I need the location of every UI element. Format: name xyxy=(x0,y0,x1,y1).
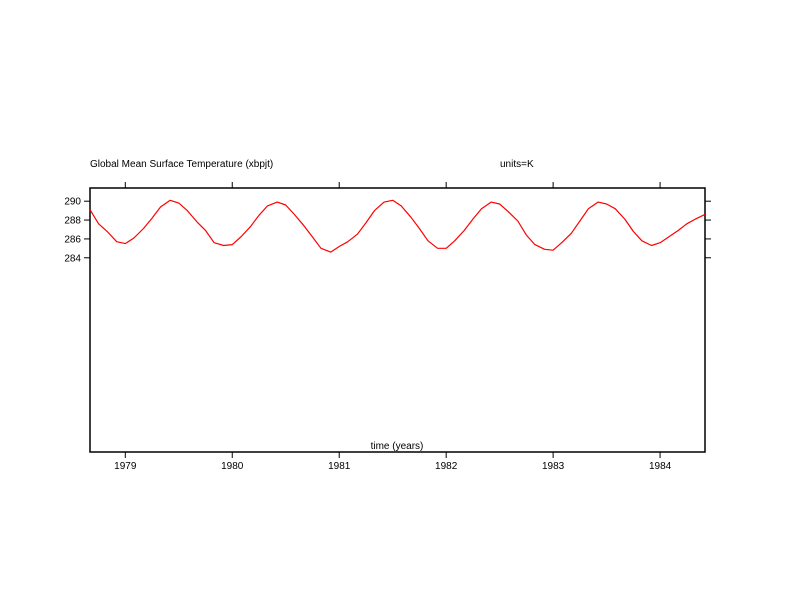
temperature-series-line xyxy=(89,199,706,253)
y-tick-label: 284 xyxy=(64,253,81,264)
y-tick-label: 290 xyxy=(64,197,81,208)
units-label: units=K xyxy=(500,159,534,170)
y-axis-ticks: 284 286 288 290 xyxy=(64,197,711,264)
y-tick-label: 288 xyxy=(64,216,81,227)
x-axis-label: time (years) xyxy=(371,441,424,452)
y-tick-label: 286 xyxy=(64,234,81,245)
chart-title: Global Mean Surface Temperature (xbpjt) xyxy=(90,159,273,170)
x-tick-label: 1982 xyxy=(435,461,458,472)
x-axis-ticks: 1979 1980 1981 1982 1983 1984 xyxy=(114,182,672,472)
x-tick-label: 1984 xyxy=(649,461,672,472)
x-tick-label: 1981 xyxy=(328,461,351,472)
plot-frame xyxy=(89,187,706,453)
x-tick-label: 1979 xyxy=(114,461,137,472)
x-tick-label: 1980 xyxy=(221,461,244,472)
x-tick-label: 1983 xyxy=(542,461,565,472)
